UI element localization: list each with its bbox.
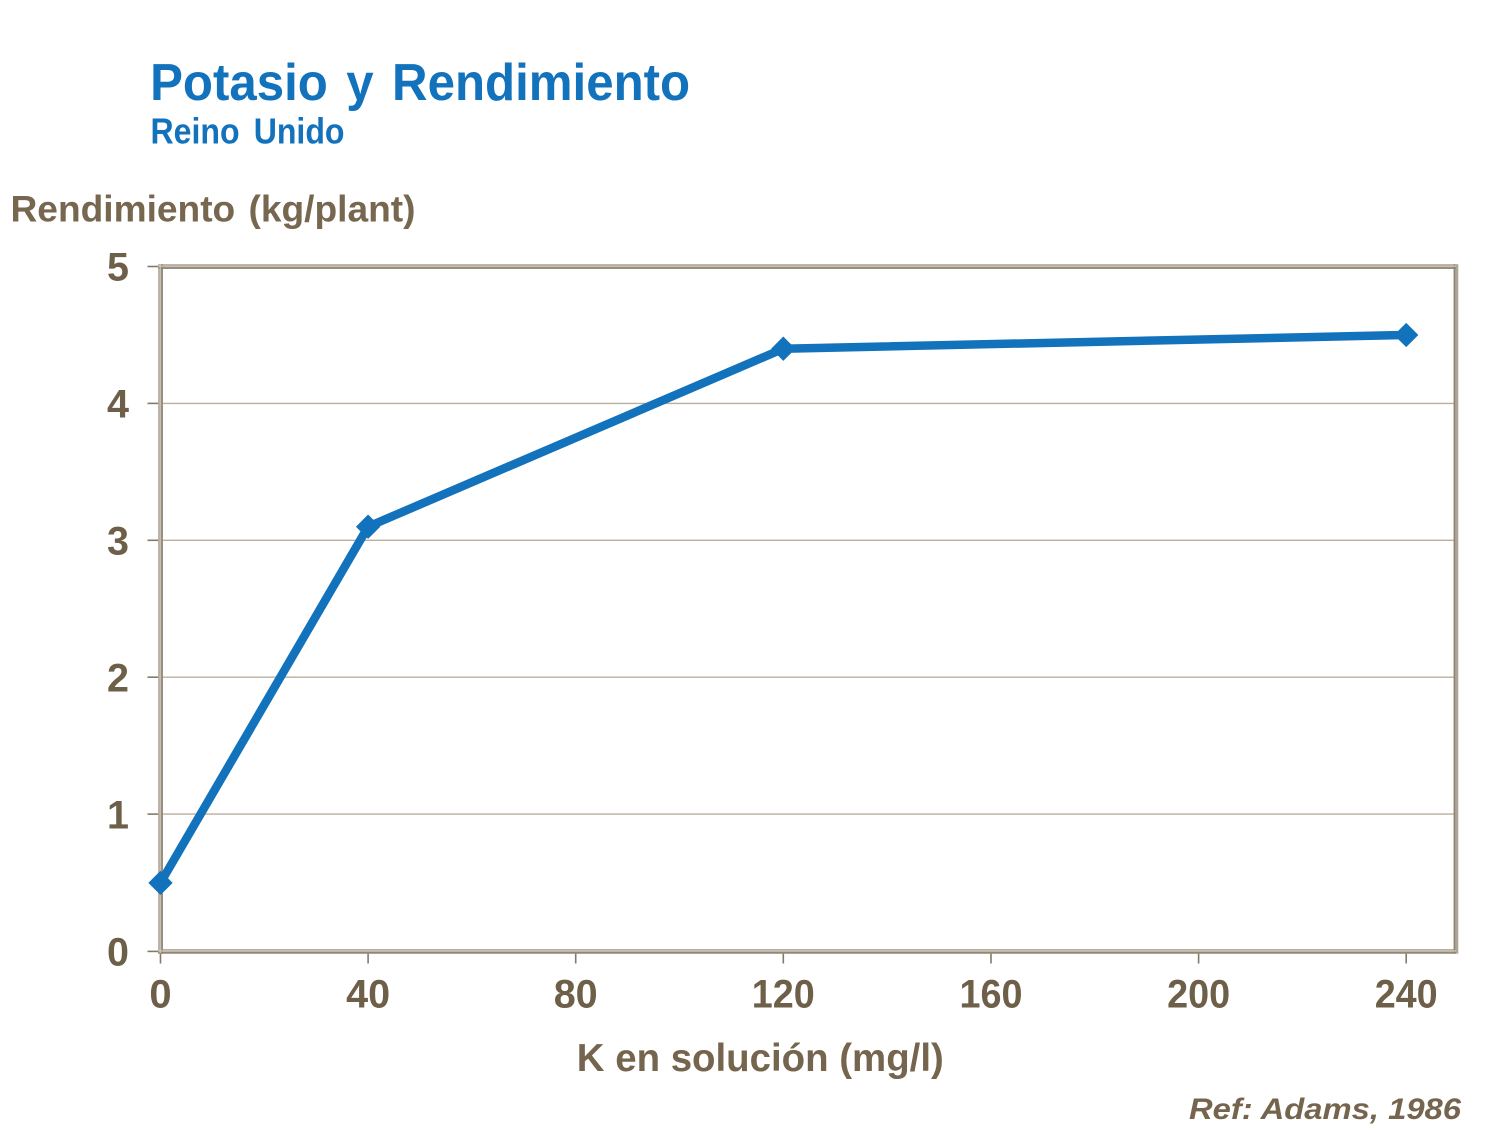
svg-text:Reino Unido: Reino Unido	[151, 111, 345, 152]
svg-text:0: 0	[107, 930, 129, 974]
svg-text:Ref: Adams, 1986: Ref: Adams, 1986	[1189, 1093, 1461, 1125]
svg-text:200: 200	[1167, 972, 1230, 1016]
svg-text:120: 120	[752, 972, 815, 1016]
svg-text:240: 240	[1375, 972, 1438, 1016]
svg-text:2: 2	[107, 656, 129, 700]
svg-text:5: 5	[107, 246, 129, 290]
svg-text:160: 160	[960, 972, 1023, 1016]
svg-text:Rendimiento (kg/plant): Rendimiento (kg/plant)	[11, 188, 416, 230]
svg-text:K en solución (mg/l): K en solución (mg/l)	[577, 1037, 944, 1080]
svg-text:4: 4	[107, 383, 129, 427]
svg-text:1: 1	[107, 793, 129, 837]
svg-text:40: 40	[346, 972, 390, 1016]
svg-text:Potasio y Rendimiento: Potasio y Rendimiento	[150, 54, 690, 112]
svg-text:3: 3	[107, 520, 129, 564]
svg-text:0: 0	[149, 972, 171, 1016]
svg-text:80: 80	[554, 972, 598, 1016]
